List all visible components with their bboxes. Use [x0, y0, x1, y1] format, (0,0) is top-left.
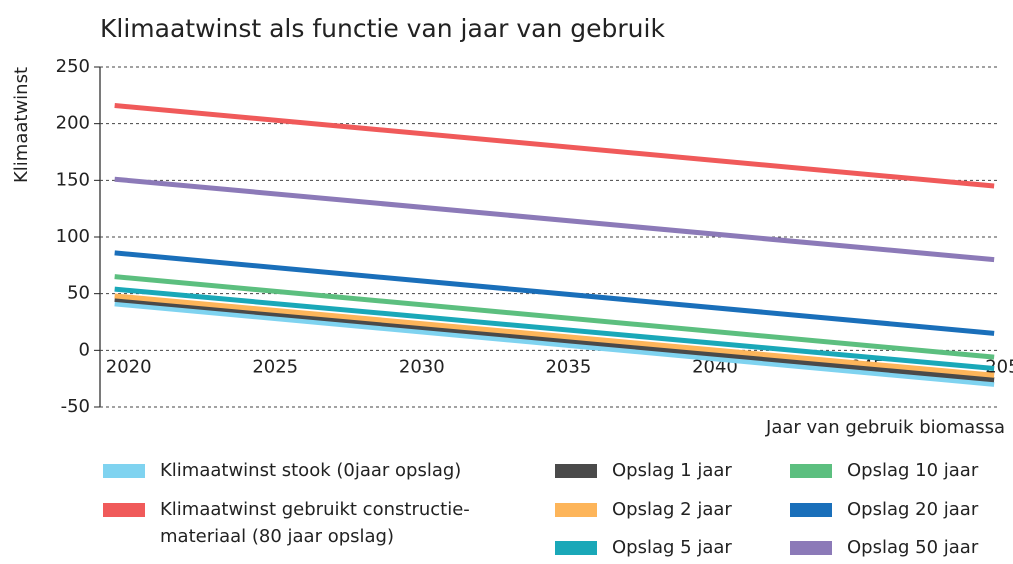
- y-tick-label: 150: [56, 169, 90, 190]
- series-line: [114, 296, 995, 383]
- legend-label: Klimaatwinst gebruikt constructie- mater…: [160, 499, 470, 547]
- legend-swatch: [103, 464, 145, 478]
- legend-label: Opslag 50 jaar: [847, 537, 979, 558]
- legend-swatch: [790, 541, 832, 555]
- x-tick-label: 2035: [545, 356, 591, 377]
- y-axis-label: Klimaatwinst: [11, 67, 32, 183]
- series-line: [114, 250, 995, 336]
- y-tick-label: 0: [79, 339, 90, 360]
- x-tick-label: 2020: [106, 356, 152, 377]
- x-tick-label: 2025: [252, 356, 298, 377]
- legend-swatch: [555, 541, 597, 555]
- y-tick-label: 50: [67, 283, 90, 304]
- y-tick-label: -50: [61, 396, 90, 417]
- y-tick-label: 250: [56, 56, 90, 77]
- legend-swatch: [555, 503, 597, 517]
- y-tick-label: 200: [56, 113, 90, 134]
- legend-swatch: [555, 464, 597, 478]
- legend-label: Klimaatwinst stook (0jaar opslag): [160, 460, 462, 481]
- legend-label: Opslag 1 jaar: [612, 460, 732, 481]
- series-line: [114, 286, 995, 371]
- chart-title: Klimaatwinst als functie van jaar van ge…: [100, 14, 665, 43]
- legend-label: Opslag 5 jaar: [612, 537, 732, 558]
- series-line: [114, 176, 995, 263]
- y-tick-label: 100: [56, 226, 90, 247]
- series-line: [114, 103, 995, 189]
- legend-label: Opslag 20 jaar: [847, 499, 979, 520]
- legend-swatch: [790, 503, 832, 517]
- x-tick-label: 2050: [985, 356, 1013, 377]
- x-axis-label: Jaar van gebruik biomassa: [765, 417, 1005, 438]
- series-line: [114, 293, 995, 378]
- legend-label: Opslag 2 jaar: [612, 499, 732, 520]
- legend-swatch: [790, 464, 832, 478]
- series-line: [114, 274, 995, 360]
- series-line: [114, 301, 995, 387]
- legend-label: Opslag 10 jaar: [847, 460, 979, 481]
- legend-swatch: [103, 503, 145, 517]
- x-tick-label: 2030: [399, 356, 445, 377]
